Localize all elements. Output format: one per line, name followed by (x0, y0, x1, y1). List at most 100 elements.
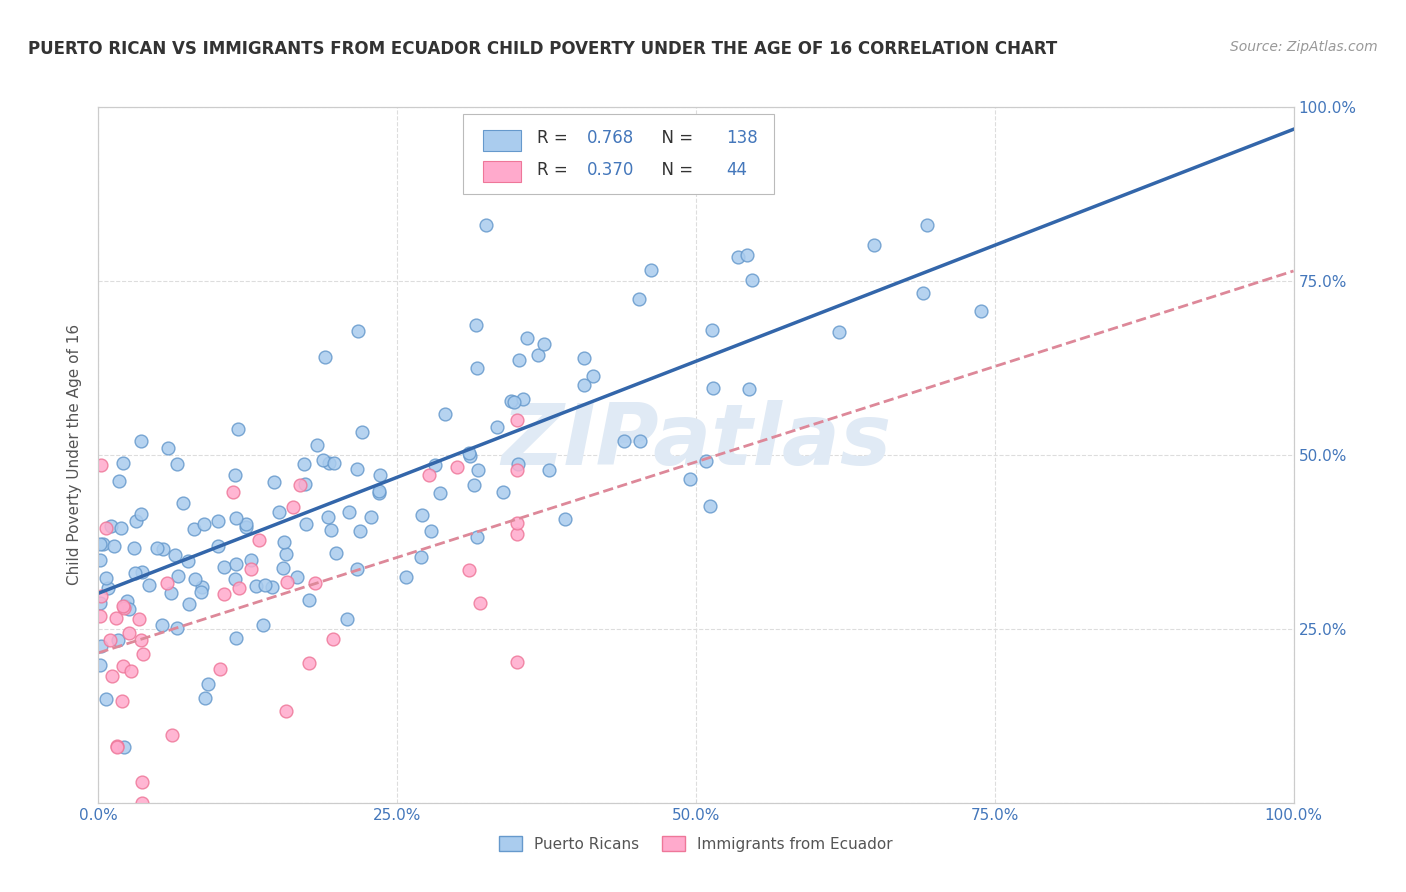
Point (225, 511, 247, 525)
Point (554, 512, 576, 526)
Point (273, 534, 295, 549)
Point (132, 647, 155, 661)
Point (702, 381, 724, 395)
Point (129, 632, 152, 647)
Point (314, 350, 336, 364)
Point (94, 521, 117, 535)
Point (107, 632, 129, 647)
Point (506, 516, 529, 530)
Point (105, 739, 128, 753)
Point (193, 690, 215, 705)
Point (131, 774, 153, 789)
Point (271, 561, 294, 575)
Point (828, 325, 851, 339)
Point (91, 537, 114, 551)
Point (292, 457, 315, 471)
Point (105, 740, 128, 755)
Point (89, 537, 111, 551)
Point (735, 248, 758, 262)
Point (89, 553, 111, 567)
Point (613, 434, 636, 448)
Point (131, 796, 153, 810)
Point (295, 516, 318, 531)
Point (90, 639, 112, 653)
Point (240, 561, 263, 575)
Point (225, 557, 247, 571)
Point (512, 392, 534, 406)
Point (464, 318, 486, 333)
Point (112, 740, 135, 755)
Point (269, 505, 291, 519)
Point (172, 496, 194, 510)
Point (628, 292, 651, 306)
Point (184, 572, 207, 586)
Point (125, 515, 148, 529)
Point (166, 621, 188, 635)
Point (695, 454, 717, 468)
Point (163, 548, 186, 562)
Point (506, 413, 529, 427)
Point (312, 453, 335, 467)
Point (468, 596, 491, 610)
Point (581, 368, 603, 383)
Point (160, 586, 183, 600)
Point (90, 589, 112, 603)
Point (221, 485, 243, 500)
Point (467, 462, 489, 476)
Point (294, 476, 316, 491)
Point (679, 472, 702, 486)
Point (90, 458, 112, 472)
Point (225, 631, 247, 645)
Point (347, 324, 370, 338)
Point (94, 571, 117, 585)
Point (146, 541, 169, 555)
Bar (484, 130, 522, 151)
Point (527, 348, 550, 362)
Point (337, 505, 360, 519)
Point (368, 483, 391, 498)
Point (150, 618, 173, 632)
Point (177, 553, 200, 567)
Point (245, 579, 267, 593)
Point (115, 594, 138, 608)
Point (458, 563, 481, 577)
Point (111, 694, 134, 708)
FancyBboxPatch shape (463, 114, 773, 194)
Point (307, 438, 329, 452)
Point (727, 250, 749, 264)
Point (129, 507, 152, 521)
Text: 44: 44 (725, 161, 747, 178)
Point (499, 393, 522, 408)
Point (516, 331, 538, 345)
Point (235, 520, 257, 534)
Point (156, 576, 179, 591)
Point (94, 691, 117, 706)
Point (322, 632, 344, 646)
Point (463, 478, 485, 492)
Text: Source: ZipAtlas.com: Source: ZipAtlas.com (1230, 40, 1378, 54)
Point (628, 434, 651, 448)
Point (346, 562, 368, 576)
Text: ZIPatlas: ZIPatlas (501, 400, 891, 483)
Point (863, 237, 886, 252)
Point (506, 457, 529, 471)
Point (699, 499, 721, 513)
Point (288, 478, 311, 492)
Point (738, 383, 761, 397)
Point (247, 533, 270, 547)
Point (368, 467, 391, 482)
Point (97, 581, 120, 595)
Point (321, 523, 343, 537)
Point (276, 704, 298, 718)
Point (572, 378, 595, 392)
Point (533, 337, 555, 351)
Point (360, 510, 382, 524)
Point (322, 456, 344, 470)
Point (262, 580, 284, 594)
Point (105, 611, 128, 625)
Point (98, 633, 121, 648)
Point (152, 541, 174, 556)
Point (167, 568, 190, 582)
Point (572, 351, 595, 365)
Point (420, 524, 443, 539)
